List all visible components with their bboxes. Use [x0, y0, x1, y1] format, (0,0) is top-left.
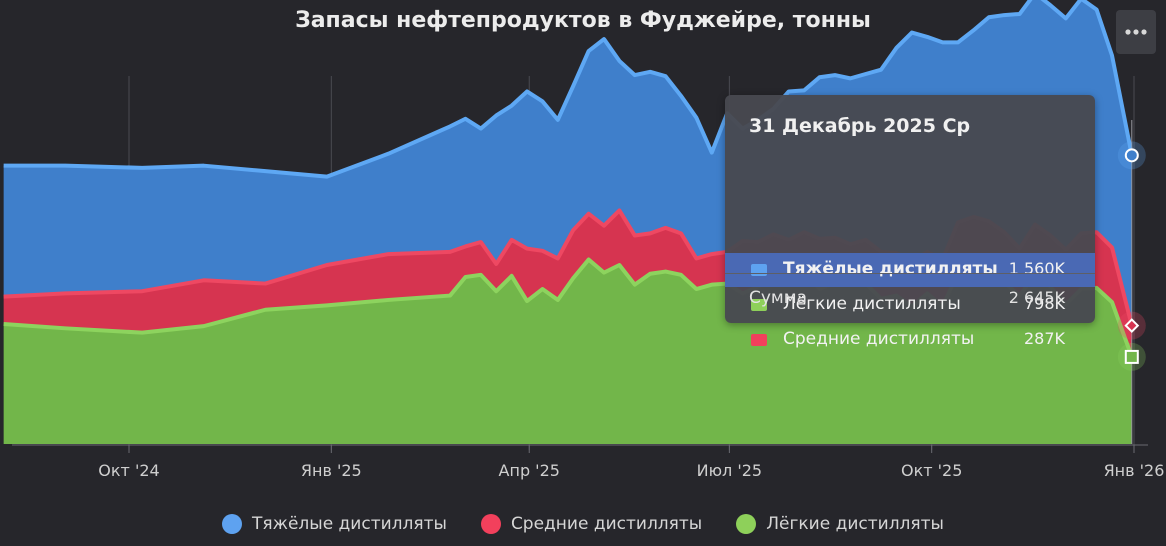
tooltip-row-name: Лёгкие дистилляты: [783, 294, 961, 314]
x-tick-label: Янв '26: [1104, 461, 1165, 480]
x-tick-label: Апр '25: [499, 461, 560, 480]
tooltip-swatch-middle: [751, 334, 767, 346]
tooltip-date: 31 Декабрь 2025 Ср: [749, 115, 971, 137]
chart-menu-button[interactable]: [1116, 10, 1156, 54]
tooltip-swatch-heavy: [751, 264, 767, 276]
area-Тяжёлые дистилляты: [3, 0, 1132, 326]
tooltip-sum-value: 2 645K: [1008, 288, 1065, 307]
tooltip-row-middle: Средние дистилляты 287K: [725, 323, 1095, 357]
tooltip: 31 Декабрь 2025 Ср Тяжёлые дистилляты 1 …: [725, 95, 1095, 349]
legend-label: Тяжёлые дистилляты: [252, 514, 447, 534]
legend-item-light[interactable]: Лёгкие дистилляты: [736, 514, 944, 534]
tooltip-row-value: 1 560K: [1008, 259, 1065, 278]
marker-heavy: [1124, 148, 1139, 163]
legend-label: Средние дистилляты: [510, 514, 703, 534]
x-tick-label: Окт '25: [901, 461, 962, 480]
legend-label: Лёгкие дистилляты: [766, 514, 944, 534]
tooltip-row-name: Тяжёлые дистилляты: [783, 259, 998, 279]
tooltip-sum-label: Сумма: [749, 288, 807, 308]
x-axis: Окт '24 Янв '25 Апр '25 Июл '25 Окт '25 Янв '…: [12, 444, 1165, 480]
legend-item-heavy[interactable]: Тяжёлые дистилляты: [222, 514, 447, 534]
marker-middle: [1124, 318, 1140, 333]
legend-marker-middle: [480, 514, 501, 534]
legend: Тяжёлые дистилляты Средние дистилляты Лё…: [0, 510, 1166, 538]
hover-markers: [1117, 120, 1146, 444]
x-tick-label: Июл '25: [697, 461, 763, 480]
tooltip-row-heavy: Тяжёлые дистилляты 1 560K: [725, 253, 1095, 287]
tooltip-separator: [725, 273, 1095, 274]
tooltip-swatch-light: [751, 299, 767, 311]
more-horizontal-icon: [1125, 29, 1147, 35]
chart-title: Запасы нефтепродуктов в Фуджейре, тонны: [295, 8, 871, 33]
x-tick-label: Янв '25: [301, 461, 362, 480]
tooltip-row-value: 287K: [1023, 329, 1065, 348]
marker-light: [1124, 349, 1139, 364]
tooltip-row-name: Средние дистилляты: [783, 329, 975, 349]
tooltip-row-value: 798K: [1023, 294, 1065, 313]
x-tick-label: Окт '24: [98, 461, 159, 480]
legend-item-middle[interactable]: Средние дистилляты: [480, 514, 703, 534]
tooltip-row-light: Лёгкие дистилляты 798K: [725, 288, 1095, 322]
legend-marker-heavy: [222, 514, 243, 534]
legend-marker-light: [736, 514, 757, 534]
